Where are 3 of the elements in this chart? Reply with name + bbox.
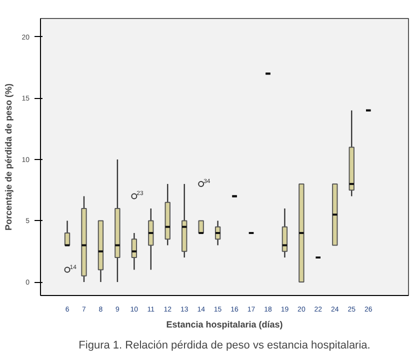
- y-axis-title: Porcentaje de pérdida de peso (%): [4, 83, 14, 231]
- text: Figura 1. Relación pérdida de peso vs estancia hospitalaria.: [78, 340, 370, 352]
- x-axis-title: Estancia hospitalaria (días): [166, 320, 283, 330]
